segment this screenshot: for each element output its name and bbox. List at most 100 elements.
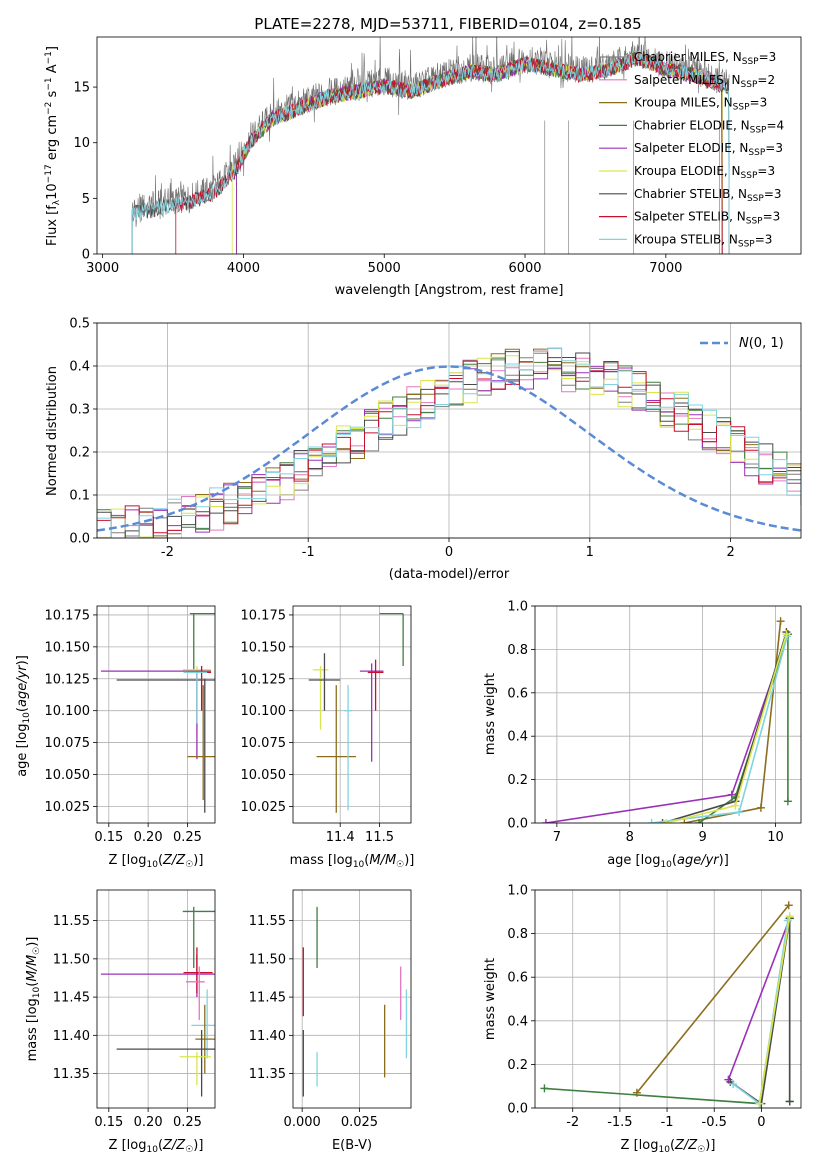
- histogram-step-line: [97, 352, 801, 538]
- legend-label: Chabrier MILES, NSSP=3: [634, 50, 776, 67]
- weight-series-line: [636, 904, 790, 1094]
- y-tick-label: 0.3: [69, 403, 90, 418]
- gaussian-reference-line: [97, 365, 801, 532]
- x-tick-label: -0.5: [702, 1115, 727, 1130]
- age-vs-mass-x-axis-label: mass [log10(M/M☉)]: [290, 853, 415, 870]
- x-tick-label: -1: [661, 1115, 674, 1130]
- x-tick-label: -2: [566, 1115, 579, 1130]
- axes-frame: [96, 889, 216, 1109]
- weight-series-line: [545, 633, 789, 823]
- x-tick-label: -2: [161, 545, 174, 560]
- mass-vs-z-y-axis-label: mass [log10(M/M☉)]: [25, 937, 42, 1062]
- y-tick-label: 11.50: [53, 952, 90, 967]
- x-tick-label: 9: [698, 830, 706, 845]
- x-tick-label: 3000: [86, 261, 119, 276]
- axes-frame: [96, 36, 802, 255]
- mass-weight-vs-z-x-axis-label: Z [log10(Z/Z☉)]: [621, 1138, 716, 1155]
- weight-series-line: [727, 918, 791, 1080]
- x-tick-label: 0.25: [173, 830, 202, 845]
- y-tick-label: 10.025: [241, 800, 287, 815]
- plot-area: [100, 613, 215, 813]
- weight-series-line: [758, 916, 791, 1104]
- histogram-step-line: [97, 348, 801, 538]
- y-tick-label: 5: [82, 192, 90, 207]
- plot-area: [308, 613, 404, 813]
- x-tick-label: 0.000: [284, 1115, 321, 1130]
- y-tick-label: 11.35: [53, 1067, 90, 1082]
- x-tick-label: 0.025: [341, 1115, 378, 1130]
- y-tick-label: 10.050: [241, 768, 287, 783]
- y-tick-label: 0.5: [69, 317, 90, 332]
- mass-weight-vs-z-axes: -2 -1.5 -1 -0.5 0 0.0 0.2 0.4 0.6 0.8 1.0 Z [log10(…: [483, 884, 802, 1155]
- y-tick-label: 11.55: [249, 914, 286, 929]
- weight-series-line: [729, 918, 791, 1105]
- y-tick-label: 10.150: [241, 640, 287, 655]
- axes-frame: [96, 605, 216, 824]
- histogram-axes: -2 -1 0 1 2 0.0 0.1 0.2 0.3 0.4 0.5 N(0, 1) (data-mo…: [45, 317, 802, 582]
- mass-vs-ebv-x-axis-label: E(B-V): [332, 1138, 372, 1153]
- x-tick-label: 10: [767, 830, 784, 845]
- legend-label: Salpeter MILES, NSSP=2: [634, 73, 775, 90]
- y-tick-label: 0.0: [69, 532, 90, 547]
- y-tick-label: 0.8: [507, 927, 528, 942]
- histogram-step-line: [97, 347, 801, 538]
- spectrum-y-axis-label: Flux [fλ10−17 erg cm−2 s−1 A−1]: [44, 46, 62, 246]
- x-tick-label: -1.5: [607, 1115, 632, 1130]
- x-tick-label: -1: [302, 545, 315, 560]
- plot-area: [302, 906, 408, 1097]
- x-tick-label: 6000: [508, 261, 541, 276]
- y-tick-label: 10.100: [241, 704, 287, 719]
- spectrum-x-axis-label: wavelength [Angstrom, rest frame]: [335, 283, 564, 298]
- legend-label: N(0, 1): [739, 336, 784, 351]
- age-vs-z-y-axis-label: age [log10(age/yr)]: [15, 655, 32, 777]
- mass-weight-vs-age-y-axis-label: mass weight: [483, 673, 498, 755]
- plot-area: [131, 37, 730, 254]
- y-tick-label: 0: [82, 248, 90, 263]
- y-tick-label: 11.40: [53, 1029, 90, 1044]
- y-tick-label: 10.050: [45, 768, 91, 783]
- y-tick-label: 0.4: [507, 1014, 528, 1029]
- y-tick-label: 10.175: [241, 608, 287, 623]
- y-tick-label: 10.125: [241, 672, 287, 687]
- histogram-legend: N(0, 1): [700, 336, 784, 351]
- x-tick-label: 2: [726, 545, 734, 560]
- axes-frame: [96, 322, 802, 539]
- y-tick-label: 0.6: [507, 686, 528, 701]
- x-tick-label: 5000: [368, 261, 401, 276]
- y-tick-label: 0.1: [69, 489, 90, 504]
- histogram-step-line: [97, 351, 801, 538]
- x-tick-label: 1: [586, 545, 594, 560]
- legend-label: Salpeter STELIB, NSSP=3: [634, 210, 780, 227]
- mass-vs-z-x-axis-label: Z [log10(Z/Z☉)]: [109, 1138, 204, 1155]
- y-tick-label: 10.075: [241, 736, 287, 751]
- mass-weight-vs-age-x-axis-label: age [log10(age/yr)]: [607, 853, 729, 870]
- y-tick-label: 0.0: [507, 817, 528, 832]
- figure-title: PLATE=2278, MJD=53711, FIBERID=0104, z=0…: [254, 15, 641, 33]
- x-tick-label: 11.5: [365, 830, 394, 845]
- x-tick-label: 0.25: [173, 1115, 202, 1130]
- x-tick-label: 0: [757, 1115, 765, 1130]
- y-tick-label: 10.150: [45, 640, 91, 655]
- y-tick-label: 0.2: [69, 446, 90, 461]
- age-vs-z-x-axis-label: Z [log10(Z/Z☉)]: [109, 853, 204, 870]
- age-vs-z-axes: 0.15 0.20 0.25 10.025 10.050 10.075 10.100 10.1…: [15, 605, 216, 870]
- plot-area: [97, 347, 801, 538]
- y-tick-label: 11.35: [249, 1067, 286, 1082]
- legend-label: Kroupa STELIB, NSSP=3: [634, 232, 772, 249]
- plot-area: [540, 901, 794, 1108]
- y-tick-label: 11.45: [53, 991, 90, 1006]
- y-tick-label: 0.0: [507, 1102, 528, 1117]
- age-vs-mass-axes: 11.4 11.5 10.025 10.050 10.075 10.100 10.125 10…: [241, 605, 415, 870]
- x-tick-label: 0.15: [94, 1115, 123, 1130]
- axes-frame: [534, 605, 802, 824]
- x-tick-label: 0.20: [134, 830, 163, 845]
- y-tick-label: 10.075: [45, 736, 91, 751]
- legend-label: Kroupa MILES, NSSP=3: [634, 96, 767, 113]
- mass-weight-vs-z-y-axis-label: mass weight: [483, 958, 498, 1040]
- weight-series-line: [651, 636, 788, 823]
- x-tick-label: 0.20: [134, 1115, 163, 1130]
- weight-series-line: [732, 920, 789, 1106]
- weight-series-line: [666, 633, 788, 823]
- histogram-step-line: [97, 355, 801, 538]
